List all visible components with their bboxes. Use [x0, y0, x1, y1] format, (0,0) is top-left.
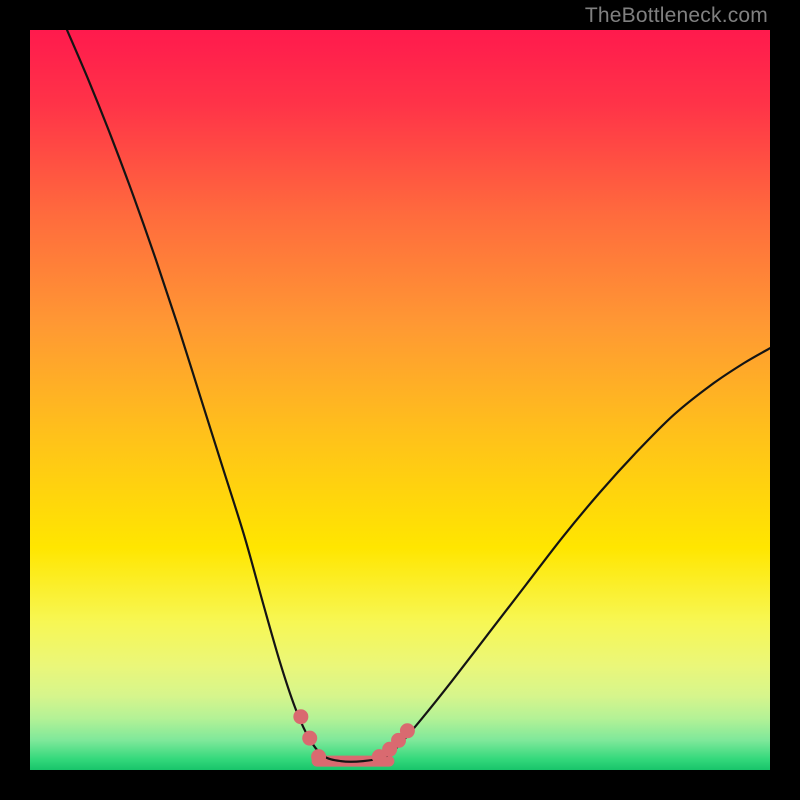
stage: TheBottleneck.com — [0, 0, 800, 800]
plot-area — [30, 30, 770, 770]
watermark-text: TheBottleneck.com — [585, 4, 768, 28]
bottleneck-curve — [67, 30, 770, 762]
curve-layer — [30, 30, 770, 770]
